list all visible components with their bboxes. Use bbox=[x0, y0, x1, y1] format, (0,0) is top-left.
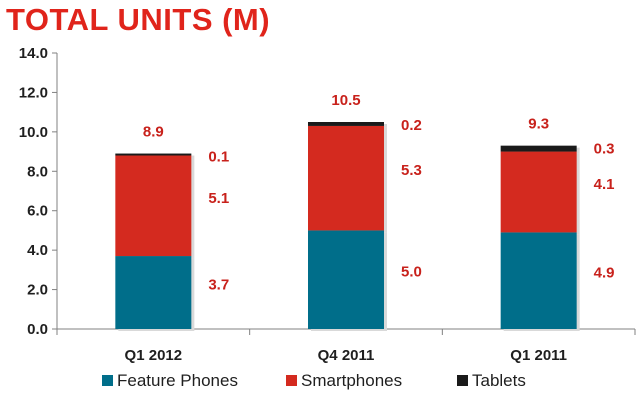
y-tick-label: 6.0 bbox=[27, 203, 48, 220]
y-tick-label: 14.0 bbox=[19, 45, 48, 62]
legend: Feature Phones Smartphones Tablets bbox=[102, 371, 526, 390]
smartphones-value-label: 5.1 bbox=[208, 190, 229, 207]
bar-segment bbox=[115, 155, 192, 257]
legend-swatch bbox=[286, 375, 297, 386]
feature-phones-value-label: 3.7 bbox=[208, 277, 229, 294]
bar-segment bbox=[500, 151, 577, 233]
total-label: 9.3 bbox=[528, 116, 549, 133]
bar-segment bbox=[115, 153, 192, 156]
x-category-label: Q1 2012 bbox=[125, 347, 183, 364]
y-tick-label: 8.0 bbox=[27, 163, 48, 180]
legend-label: Feature Phones bbox=[117, 371, 238, 390]
y-tick-label: 4.0 bbox=[27, 242, 48, 259]
y-tick-label: 12.0 bbox=[19, 84, 48, 101]
x-category-label: Q4 2011 bbox=[318, 347, 375, 364]
tablets-value-label: 0.2 bbox=[401, 117, 422, 134]
feature-phones-value-label: 4.9 bbox=[594, 265, 615, 282]
bars bbox=[115, 122, 580, 331]
legend-label: Tablets bbox=[472, 371, 526, 390]
legend-swatch bbox=[102, 375, 113, 386]
chart-title: TOTAL UNITS (M) bbox=[6, 2, 271, 37]
x-category-label: Q1 2011 bbox=[510, 347, 567, 364]
total-label: 10.5 bbox=[331, 92, 360, 109]
smartphones-value-label: 5.3 bbox=[401, 162, 422, 179]
tablets-value-label: 0.3 bbox=[594, 141, 615, 158]
bar-segment bbox=[308, 125, 384, 231]
feature-phones-value-label: 5.0 bbox=[401, 264, 422, 281]
bar-segment bbox=[500, 145, 577, 152]
bar-segment bbox=[500, 232, 577, 329]
tablets-value-label: 0.1 bbox=[208, 149, 229, 166]
bar-segment bbox=[308, 230, 384, 329]
y-tick-label: 0.0 bbox=[27, 321, 48, 338]
y-tick-label: 10.0 bbox=[19, 124, 48, 141]
y-tick-label: 2.0 bbox=[27, 282, 48, 299]
bar-segment bbox=[115, 256, 192, 329]
smartphones-value-label: 4.1 bbox=[594, 176, 615, 193]
bar-segment bbox=[308, 122, 384, 126]
total-label: 8.9 bbox=[143, 124, 164, 141]
data-labels: Q1 2012 8.9 3.7 5.1 0.1 Q4 2011 10.5 5.0 5.3 0.2 Q… bbox=[125, 92, 615, 364]
legend-swatch bbox=[457, 375, 468, 386]
legend-label: Smartphones bbox=[301, 371, 402, 390]
